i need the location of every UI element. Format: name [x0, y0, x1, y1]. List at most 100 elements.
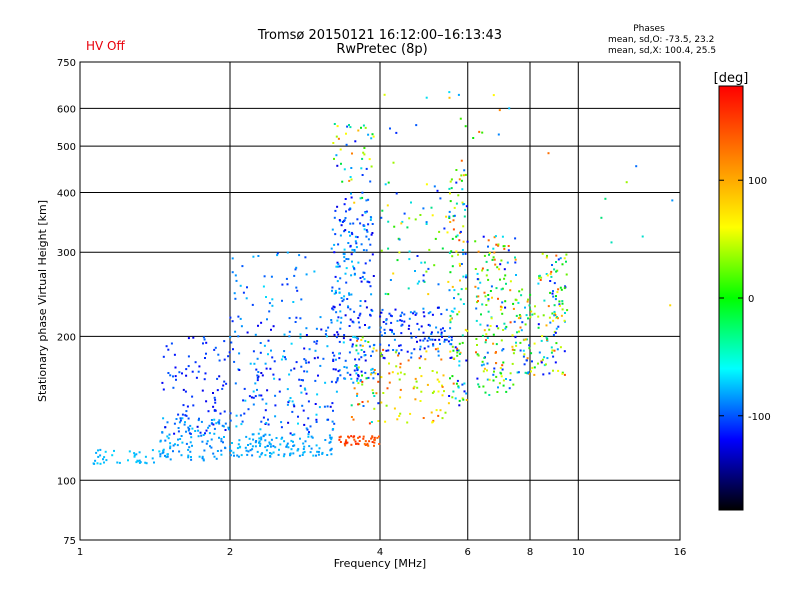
data-point	[167, 437, 170, 440]
data-point	[383, 328, 386, 331]
data-point	[460, 159, 463, 162]
data-point	[370, 421, 373, 423]
data-point	[528, 347, 531, 350]
data-point	[515, 274, 517, 276]
data-point	[495, 325, 498, 328]
data-point	[135, 453, 138, 456]
data-point	[451, 237, 454, 240]
data-point	[256, 377, 259, 379]
data-point	[552, 369, 554, 372]
data-point	[315, 418, 318, 421]
data-point	[238, 446, 241, 449]
data-point	[177, 413, 180, 416]
data-point	[497, 297, 499, 300]
data-point	[516, 331, 518, 334]
data-point	[369, 314, 372, 317]
data-point	[445, 308, 448, 311]
data-point	[561, 372, 564, 375]
data-point	[368, 440, 371, 443]
data-point	[463, 215, 466, 218]
data-point	[284, 356, 286, 359]
data-point	[500, 375, 503, 378]
data-point	[455, 181, 458, 184]
data-point	[338, 303, 341, 306]
data-point	[361, 214, 364, 217]
data-point	[487, 278, 490, 281]
data-point	[343, 295, 346, 298]
data-point	[185, 442, 188, 445]
data-point	[179, 419, 182, 422]
data-point	[295, 316, 298, 319]
data-point	[352, 381, 355, 384]
data-point	[462, 253, 465, 256]
data-point	[486, 369, 488, 372]
data-point	[291, 434, 294, 436]
data-point	[524, 338, 527, 341]
data-point	[559, 304, 561, 307]
data-point	[179, 438, 182, 440]
data-point	[167, 372, 170, 374]
data-point	[359, 344, 362, 347]
data-point	[449, 377, 451, 380]
data-point	[347, 305, 349, 308]
data-point	[369, 180, 372, 183]
data-point	[360, 339, 363, 341]
data-point	[487, 239, 490, 242]
data-point	[261, 452, 264, 455]
data-point	[339, 310, 342, 313]
data-point	[362, 271, 365, 274]
data-point	[474, 285, 477, 288]
data-point	[565, 260, 567, 263]
data-point	[352, 418, 355, 421]
data-point	[326, 405, 329, 408]
data-point	[476, 344, 478, 346]
data-point	[268, 302, 271, 305]
data-point	[344, 272, 347, 275]
data-point	[557, 288, 560, 291]
data-point	[338, 369, 341, 372]
data-point	[336, 280, 339, 283]
data-point	[525, 314, 528, 317]
data-point	[395, 365, 398, 368]
data-point	[439, 343, 441, 345]
data-point	[96, 462, 99, 465]
data-point	[369, 285, 372, 288]
data-point	[525, 359, 528, 362]
data-point	[448, 395, 451, 397]
data-point	[517, 330, 520, 333]
data-point	[514, 261, 517, 264]
data-point	[493, 251, 496, 254]
data-point	[358, 440, 361, 442]
data-point	[164, 454, 166, 457]
data-point	[458, 364, 461, 367]
data-point	[433, 264, 436, 267]
data-point	[380, 355, 383, 358]
data-point	[501, 312, 504, 315]
data-point	[259, 428, 262, 431]
data-point	[215, 422, 218, 425]
data-point	[222, 384, 225, 387]
data-point	[363, 228, 366, 231]
data-point	[355, 442, 357, 445]
data-point	[343, 260, 346, 263]
data-point	[257, 371, 260, 373]
data-point	[197, 370, 200, 373]
data-point	[541, 358, 544, 361]
data-point	[462, 303, 465, 305]
data-point	[453, 307, 456, 310]
data-point	[530, 310, 533, 313]
data-point	[249, 442, 252, 445]
data-point	[250, 396, 253, 399]
data-point	[302, 451, 305, 454]
data-point	[304, 440, 307, 443]
data-point	[241, 265, 244, 268]
data-point	[297, 448, 300, 451]
data-point	[214, 398, 217, 401]
data-point	[483, 254, 486, 257]
data-point	[276, 254, 279, 257]
data-point	[343, 334, 346, 337]
data-point	[382, 321, 385, 323]
data-point	[180, 435, 183, 437]
data-point	[403, 313, 406, 316]
